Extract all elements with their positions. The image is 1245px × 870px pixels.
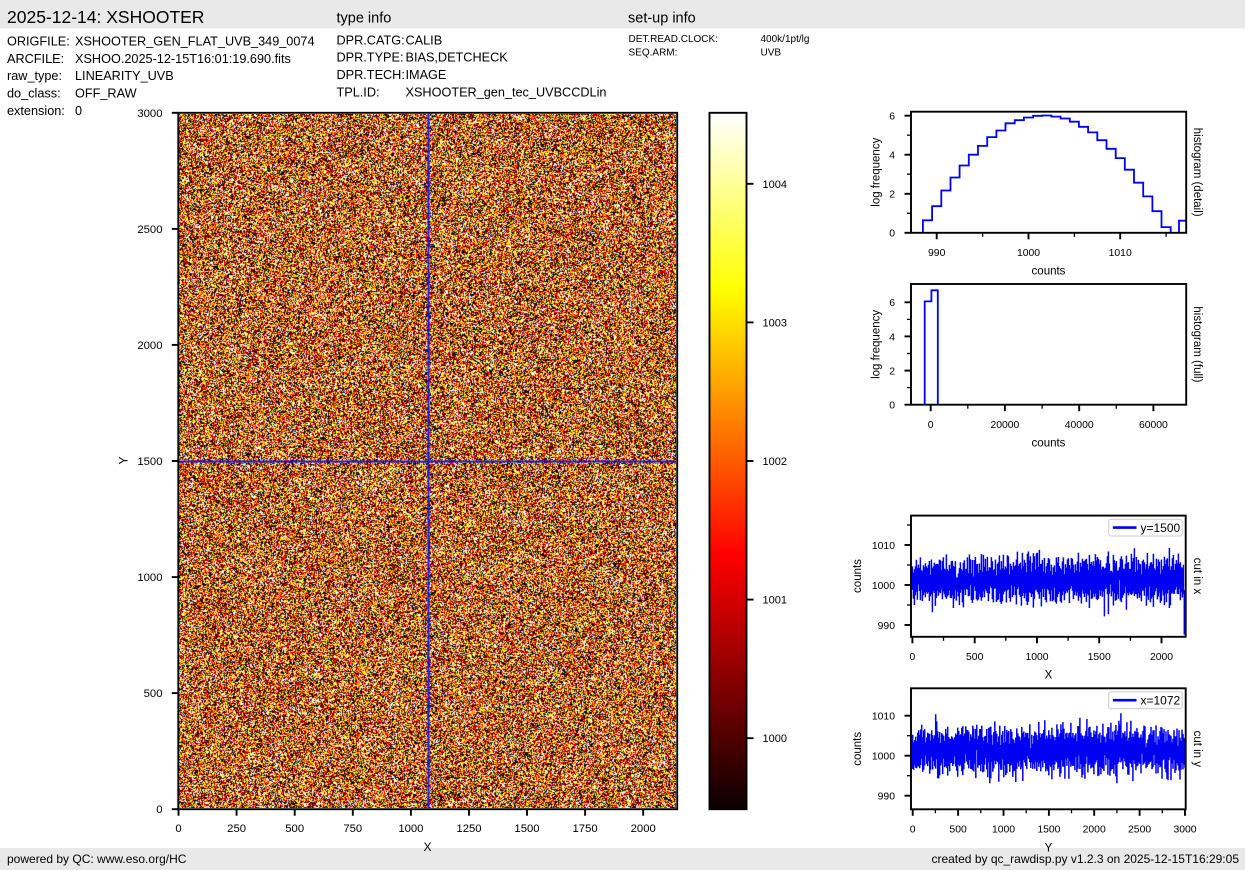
svg-text:UVB: UVB xyxy=(761,48,782,59)
svg-text:cut in x: cut in x xyxy=(1191,558,1203,595)
svg-text:0: 0 xyxy=(75,104,82,118)
svg-text:3000: 3000 xyxy=(1173,825,1196,836)
svg-text:DPR.TYPE:: DPR.TYPE: xyxy=(337,51,404,65)
svg-text:1500: 1500 xyxy=(1037,825,1060,836)
svg-text:BIAS,DETCHECK: BIAS,DETCHECK xyxy=(406,51,509,65)
svg-text:990: 990 xyxy=(878,621,896,632)
svg-text:type info: type info xyxy=(337,11,392,27)
svg-text:counts: counts xyxy=(1032,438,1066,450)
svg-text:2025-12-14: XSHOOTER: 2025-12-14: XSHOOTER xyxy=(7,7,204,27)
svg-text:500: 500 xyxy=(285,823,304,835)
svg-text:0: 0 xyxy=(928,420,934,431)
svg-text:y=1500: y=1500 xyxy=(1141,521,1181,535)
svg-text:40000: 40000 xyxy=(1065,420,1094,431)
svg-text:Y: Y xyxy=(1045,843,1053,855)
svg-text:2500: 2500 xyxy=(1128,825,1151,836)
svg-text:counts: counts xyxy=(852,559,864,593)
svg-text:0: 0 xyxy=(910,652,916,663)
svg-text:1000: 1000 xyxy=(872,581,895,592)
svg-text:0: 0 xyxy=(175,823,181,835)
svg-text:log frequency: log frequency xyxy=(871,137,883,206)
svg-text:1000: 1000 xyxy=(992,825,1015,836)
svg-text:2000: 2000 xyxy=(631,823,656,835)
svg-text:2000: 2000 xyxy=(1150,652,1173,663)
svg-text:x=1072: x=1072 xyxy=(1141,693,1181,707)
svg-text:1010: 1010 xyxy=(1109,248,1132,259)
svg-text:4: 4 xyxy=(889,151,895,162)
svg-text:ARCFILE:: ARCFILE: xyxy=(7,52,64,66)
svg-text:DPR.TECH:: DPR.TECH: xyxy=(337,68,405,82)
svg-text:0: 0 xyxy=(910,825,916,836)
svg-text:4: 4 xyxy=(889,332,895,343)
svg-text:SEQ.ARM:: SEQ.ARM: xyxy=(629,48,678,59)
svg-text:1000: 1000 xyxy=(1017,248,1040,259)
svg-text:LINEARITY_UVB: LINEARITY_UVB xyxy=(75,69,174,83)
svg-text:X: X xyxy=(1045,670,1053,682)
svg-text:2000: 2000 xyxy=(1083,825,1106,836)
svg-text:2500: 2500 xyxy=(137,224,162,236)
svg-text:990: 990 xyxy=(878,792,896,803)
svg-text:1010: 1010 xyxy=(872,541,895,552)
svg-text:1003: 1003 xyxy=(763,317,787,329)
svg-text:1001: 1001 xyxy=(763,595,787,607)
svg-text:log frequency: log frequency xyxy=(871,310,883,379)
svg-text:XSHOOTER_gen_tec_UVBCCDLin: XSHOOTER_gen_tec_UVBCCDLin xyxy=(406,85,607,99)
svg-text:1000: 1000 xyxy=(872,752,895,763)
svg-text:DET.READ.CLOCK:: DET.READ.CLOCK: xyxy=(629,34,718,45)
svg-text:raw_type:: raw_type: xyxy=(7,69,62,83)
svg-text:X: X xyxy=(423,840,431,854)
svg-text:counts: counts xyxy=(1032,266,1066,278)
svg-text:500: 500 xyxy=(949,825,967,836)
svg-text:1000: 1000 xyxy=(137,572,162,584)
svg-text:1004: 1004 xyxy=(763,179,787,191)
svg-text:1002: 1002 xyxy=(763,456,787,468)
svg-text:powered by QC: www.eso.org/HC: powered by QC: www.eso.org/HC xyxy=(7,852,187,866)
svg-text:DPR.CATG:: DPR.CATG: xyxy=(337,33,405,47)
svg-text:cut in y: cut in y xyxy=(1191,731,1203,768)
svg-text:1500: 1500 xyxy=(1088,652,1111,663)
svg-text:750: 750 xyxy=(343,823,362,835)
svg-text:2: 2 xyxy=(889,367,895,378)
svg-text:500: 500 xyxy=(144,688,163,700)
svg-text:do_class:: do_class: xyxy=(7,87,61,101)
svg-text:1000: 1000 xyxy=(398,823,423,835)
svg-text:extension:: extension: xyxy=(7,104,65,118)
svg-text:500: 500 xyxy=(966,652,984,663)
svg-text:0: 0 xyxy=(889,401,895,412)
svg-text:TPL.ID:: TPL.ID: xyxy=(337,85,380,99)
svg-text:20000: 20000 xyxy=(990,420,1019,431)
svg-text:XSHOO.2025-12-15T16:01:19.690.: XSHOO.2025-12-15T16:01:19.690.fits xyxy=(75,52,291,66)
svg-text:400k/1pt/lg: 400k/1pt/lg xyxy=(761,34,810,45)
svg-text:990: 990 xyxy=(928,248,946,259)
svg-text:6: 6 xyxy=(889,112,895,123)
svg-text:1250: 1250 xyxy=(456,823,481,835)
svg-text:1000: 1000 xyxy=(763,733,787,745)
svg-text:1010: 1010 xyxy=(872,712,895,723)
svg-text:IMAGE: IMAGE xyxy=(406,68,447,82)
svg-text:0: 0 xyxy=(156,804,162,816)
svg-text:CALIB: CALIB xyxy=(406,33,443,47)
svg-text:1750: 1750 xyxy=(573,823,598,835)
svg-text:2000: 2000 xyxy=(137,340,162,352)
svg-text:OFF_RAW: OFF_RAW xyxy=(75,87,137,101)
svg-text:1500: 1500 xyxy=(137,456,162,468)
svg-text:6: 6 xyxy=(889,298,895,309)
svg-text:XSHOOTER_GEN_FLAT_UVB_349_0074: XSHOOTER_GEN_FLAT_UVB_349_0074 xyxy=(75,34,315,48)
svg-text:2: 2 xyxy=(889,190,895,201)
svg-text:250: 250 xyxy=(227,823,246,835)
svg-text:ORIGFILE:: ORIGFILE: xyxy=(7,34,70,48)
svg-text:60000: 60000 xyxy=(1139,420,1168,431)
svg-text:1500: 1500 xyxy=(514,823,539,835)
svg-text:histogram (full): histogram (full) xyxy=(1191,306,1203,382)
svg-text:Y: Y xyxy=(116,456,130,464)
svg-text:0: 0 xyxy=(889,229,895,240)
svg-text:histogram (detail): histogram (detail) xyxy=(1191,128,1203,217)
svg-text:1000: 1000 xyxy=(1025,652,1048,663)
svg-text:3000: 3000 xyxy=(137,108,162,120)
svg-text:counts: counts xyxy=(852,732,864,766)
svg-text:created by qc_rawdisp.py v1.2.: created by qc_rawdisp.py v1.2.3 on 2025-… xyxy=(931,852,1239,866)
svg-text:set-up info: set-up info xyxy=(628,11,696,27)
